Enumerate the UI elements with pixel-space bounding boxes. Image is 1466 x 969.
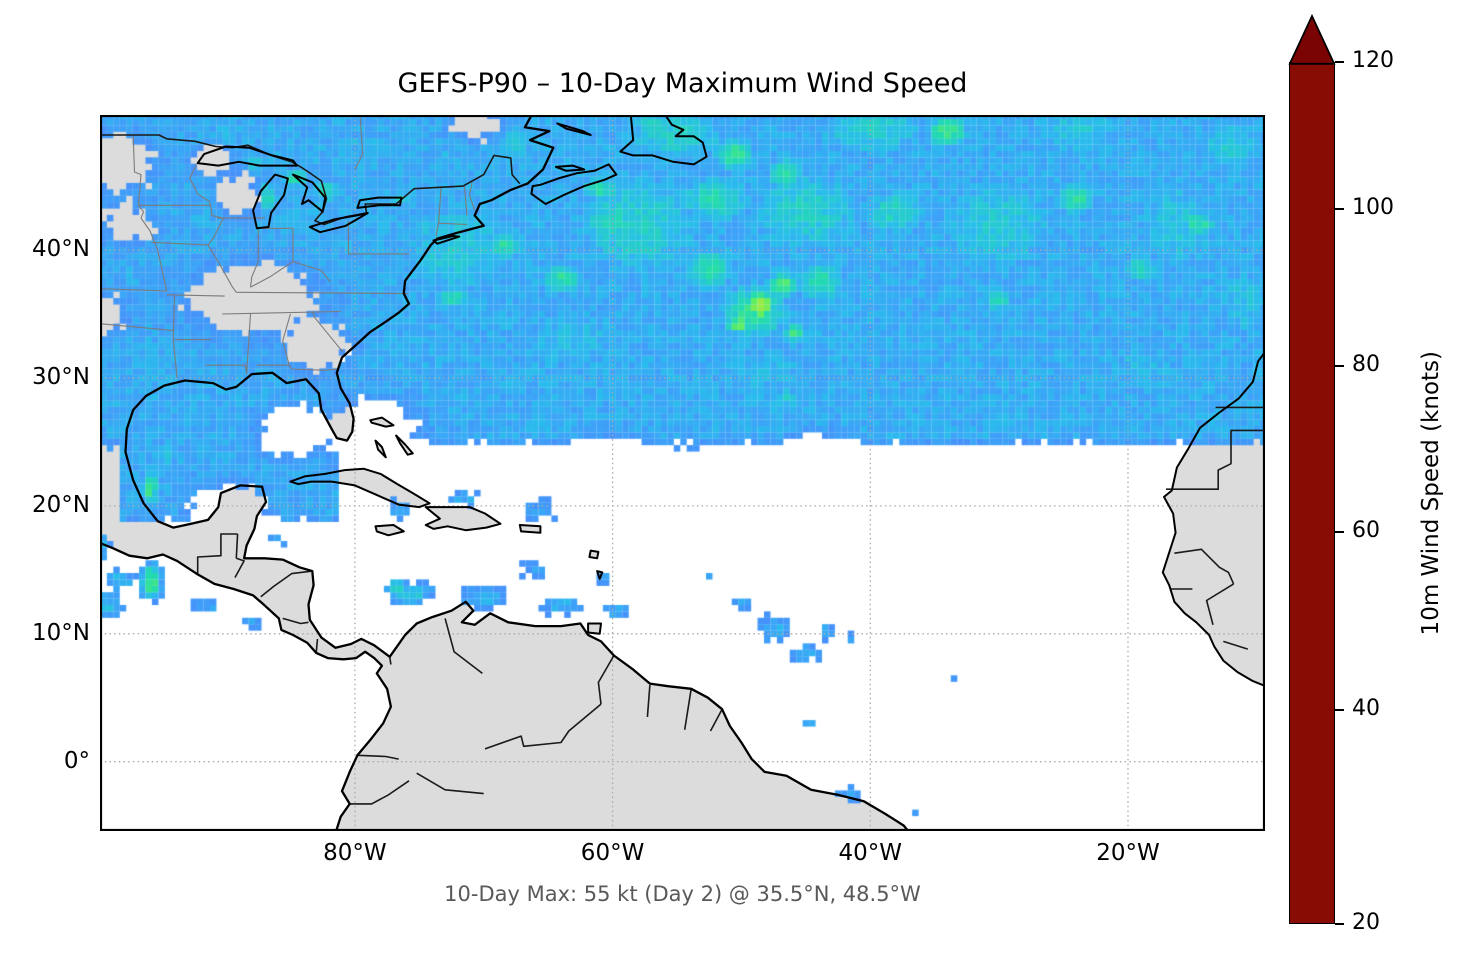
state-border [311, 311, 344, 353]
country-border [260, 570, 313, 598]
coastline-island [619, 115, 708, 166]
y-axis-tick-label: 0° [63, 747, 90, 774]
colorbar-tick-label: 60 [1352, 517, 1380, 543]
coastline-island [369, 416, 395, 428]
country-border [444, 618, 483, 675]
country-border [349, 780, 410, 805]
state-border [468, 182, 476, 211]
state-border [172, 296, 178, 379]
country-border [683, 688, 692, 730]
coastline-island [374, 524, 405, 537]
country-border [416, 772, 484, 795]
coastline-island [530, 163, 618, 205]
lake-outline [356, 196, 403, 209]
colorbar-tick-mark [1335, 61, 1344, 63]
state-border [256, 364, 337, 371]
state-border [151, 241, 209, 246]
country-border [1223, 640, 1249, 650]
y-axis-tick-label: 20°N [32, 491, 90, 518]
state-border [236, 291, 408, 295]
country-border [1205, 583, 1235, 626]
colorbar-tick-mark [1335, 530, 1344, 533]
state-border [435, 186, 442, 237]
coastline-island [588, 549, 600, 560]
coastline-island [395, 434, 414, 456]
y-axis-tick-label: 30°N [32, 363, 90, 390]
subtitle-annotation: 10-Day Max: 55 kt (Day 2) @ 35.5°N, 48.5… [444, 882, 921, 906]
colorbar-tick-mark [1335, 923, 1344, 925]
y-axis-tick-label: 10°N [32, 619, 90, 646]
state-border [354, 115, 364, 170]
coastline-island [374, 439, 387, 459]
state-border [246, 313, 252, 375]
state-border [166, 294, 225, 297]
coastline-island [556, 122, 592, 136]
country-border [235, 533, 239, 559]
country-border [1174, 548, 1235, 585]
country-border [1166, 429, 1265, 490]
coastline-island [289, 467, 431, 509]
lake-outline [292, 173, 327, 213]
colorbar-axis-label: 10m Wind Speed (knots) [1418, 350, 1444, 636]
y-axis-tick-label: 40°N [32, 236, 90, 263]
lake-outline [252, 173, 289, 230]
colorbar-gradient [1289, 62, 1335, 924]
colorbar-extend-max-arrow-icon [1288, 13, 1336, 65]
country-border [646, 684, 651, 717]
state-border [250, 261, 294, 288]
country-border [597, 655, 615, 705]
country-border [196, 533, 238, 575]
x-axis-tick-label: 80°W [323, 840, 387, 866]
state-border [100, 323, 174, 332]
country-border [282, 617, 309, 625]
figure-title: GEFS-P90 – 10-Day Maximum Wind Speed [397, 68, 968, 99]
lake-outline [196, 145, 298, 167]
state-border [100, 288, 167, 292]
state-border [347, 220, 409, 255]
country-border [315, 638, 319, 653]
coastline-island [518, 524, 542, 534]
country-border [709, 708, 723, 732]
country-border [484, 703, 602, 750]
wind-field-canvas [100, 115, 1265, 831]
x-axis-tick-label: 60°W [580, 840, 645, 866]
state-border [282, 313, 291, 366]
state-border [205, 364, 248, 375]
coastline-island [587, 622, 602, 635]
colorbar-tick-label: 40 [1352, 696, 1380, 722]
map-lines-svg [100, 115, 1265, 831]
colorbar-tick-label: 80 [1352, 352, 1380, 378]
colorbar-tick-mark [1335, 365, 1344, 368]
state-border [189, 164, 237, 293]
state-border [222, 310, 341, 315]
state-border [463, 186, 468, 216]
lake-outline [308, 212, 369, 234]
state-border [438, 222, 468, 226]
x-axis-tick-label: 40°W [838, 840, 903, 866]
colorbar-tick-label: 120 [1352, 48, 1394, 73]
coastline-americas [100, 115, 910, 831]
coastline-island [424, 506, 502, 532]
map-frame [100, 115, 1265, 831]
state-border [132, 134, 168, 292]
colorbar-tick-mark [1335, 208, 1344, 211]
x-axis-tick-label: 20°W [1096, 840, 1160, 866]
country-border [388, 656, 392, 665]
map-plot [100, 115, 1265, 831]
state-border [249, 228, 259, 288]
colorbar-tick-label: 100 [1352, 195, 1394, 221]
coastline-island [432, 235, 461, 245]
colorbar-tick-mark [1335, 709, 1344, 712]
country-border [357, 754, 399, 760]
country-border [100, 134, 521, 226]
colorbar-tick-label: 20 [1352, 910, 1380, 935]
country-border [234, 557, 245, 578]
state-border [292, 261, 331, 283]
coastline-island [554, 164, 586, 172]
coastline-island [1161, 350, 1265, 687]
coastline-island [596, 570, 604, 580]
